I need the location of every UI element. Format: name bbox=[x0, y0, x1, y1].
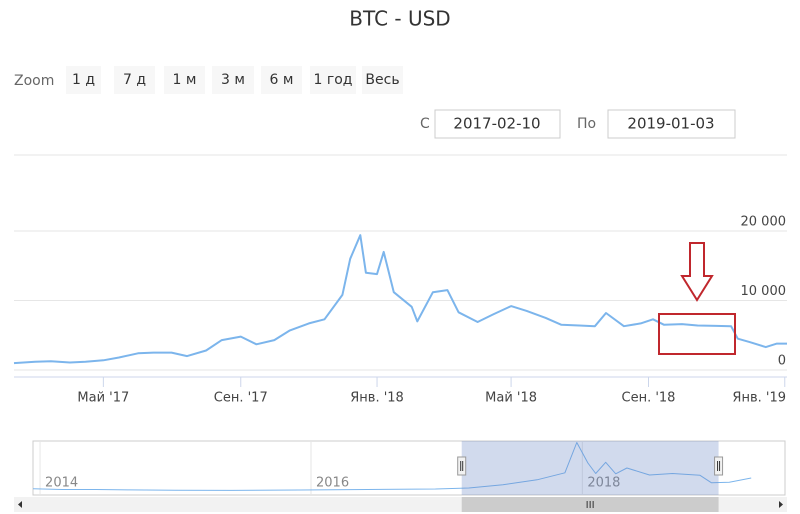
zoom-button[interactable] bbox=[164, 66, 205, 94]
zoom-button-label[interactable]: Весь bbox=[365, 72, 399, 88]
handle-grip bbox=[717, 461, 721, 471]
zoom-button[interactable] bbox=[362, 66, 403, 94]
scrollbar-grip bbox=[586, 501, 594, 508]
navigator-tick-label: 2018 bbox=[587, 476, 620, 491]
zoom-button-label[interactable]: 1 м bbox=[173, 72, 197, 88]
x-tick-label: Сен. '17 bbox=[214, 391, 268, 406]
to-input[interactable] bbox=[607, 109, 736, 139]
zoom-label: Zoom bbox=[14, 73, 54, 89]
navigator-handle[interactable] bbox=[714, 456, 724, 476]
zoom-button[interactable] bbox=[261, 66, 302, 94]
zoom-button[interactable] bbox=[310, 66, 356, 94]
series-line bbox=[13, 234, 787, 365]
x-tick-label: Май '18 bbox=[485, 391, 537, 406]
scroll-right[interactable] bbox=[779, 501, 783, 508]
zoom-button[interactable] bbox=[114, 66, 155, 94]
zoom-button-label[interactable]: 3 м bbox=[221, 72, 245, 88]
chart-title: BTC - USD bbox=[349, 7, 450, 31]
to-label: По bbox=[577, 116, 596, 132]
y-tick-label: 0 bbox=[778, 354, 786, 369]
handle-grip bbox=[460, 461, 464, 471]
from-date[interactable]: 2017-02-10 bbox=[453, 115, 540, 133]
x-tick-label: Май '17 bbox=[77, 391, 129, 406]
from-label: С bbox=[420, 116, 430, 132]
x-tick-label: Янв. '18 bbox=[350, 391, 404, 406]
from-input[interactable] bbox=[434, 109, 561, 139]
zoom-button-label[interactable]: 7 д bbox=[123, 72, 146, 88]
navigator-tick-label: 2014 bbox=[45, 476, 78, 491]
annotation-box bbox=[658, 313, 736, 355]
scroll-left[interactable] bbox=[18, 501, 22, 508]
y-tick-label: 10 000 bbox=[741, 284, 787, 299]
navigator-handle[interactable] bbox=[457, 456, 467, 476]
navigator-tick-label: 2016 bbox=[316, 476, 349, 491]
x-tick-label: Янв. '19 bbox=[732, 391, 786, 406]
y-tick-label: 20 000 bbox=[741, 215, 787, 230]
zoom-button-label[interactable]: 1 год bbox=[314, 72, 353, 88]
series-line bbox=[32, 442, 752, 491]
zoom-button-label[interactable]: 6 м bbox=[270, 72, 294, 88]
zoom-button[interactable] bbox=[66, 66, 101, 94]
zoom-button-label[interactable]: 1 д bbox=[72, 72, 95, 88]
navigator-mask bbox=[461, 441, 719, 495]
to-date[interactable]: 2019-01-03 bbox=[627, 115, 714, 133]
zoom-button[interactable] bbox=[212, 66, 254, 94]
navigator-frame bbox=[32, 440, 786, 496]
x-tick-label: Сен. '18 bbox=[622, 391, 676, 406]
annotation-arrow bbox=[680, 242, 714, 302]
